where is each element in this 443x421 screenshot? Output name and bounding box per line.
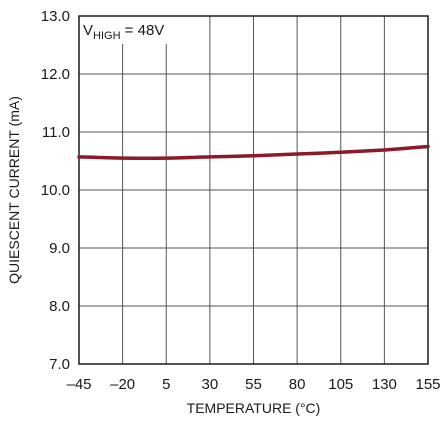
x-axis-title: TEMPERATURE (°C) — [187, 400, 321, 416]
condition-annotation: VHIGH = 48V — [83, 22, 164, 42]
y-tick-label: 13.0 — [41, 8, 70, 25]
series-layer — [77, 144, 430, 160]
x-tick-label: 55 — [245, 376, 262, 393]
y-tick-label: 10.0 — [41, 182, 70, 199]
annotation-suffix: = 48V — [121, 22, 165, 39]
y-tick-label: 11.0 — [42, 124, 70, 141]
x-tick-label: –20 — [110, 376, 135, 393]
y-axis-title: QUIESCENT CURRENT (mA) — [6, 96, 22, 284]
y-tick-label: 8.0 — [49, 298, 70, 315]
y-tick-label: 9.0 — [49, 240, 70, 257]
y-tick-label: 12.0 — [41, 66, 70, 83]
series-line-0 — [77, 144, 430, 160]
y-tick-labels: 7.0 8.0 9.0 10.0 11.0 12.0 13.0 — [41, 8, 70, 373]
x-tick-label: –45 — [66, 376, 91, 393]
plot-frame — [78, 15, 429, 365]
y-tick-label: 7.0 — [49, 356, 70, 373]
grid-layer — [79, 16, 428, 364]
x-tick-label: 105 — [328, 376, 353, 393]
plot-border — [78, 15, 429, 365]
x-tick-label: 130 — [372, 376, 397, 393]
x-tick-label: 80 — [289, 376, 306, 393]
x-tick-label: 5 — [162, 376, 170, 393]
x-tick-labels: –45 –20 5 30 55 80 105 130 155 — [66, 376, 440, 393]
annotation-prefix: V — [83, 22, 93, 39]
annotation-subscript: HIGH — [93, 30, 121, 42]
x-tick-label: 30 — [202, 376, 219, 393]
x-tick-label: 155 — [415, 376, 440, 393]
